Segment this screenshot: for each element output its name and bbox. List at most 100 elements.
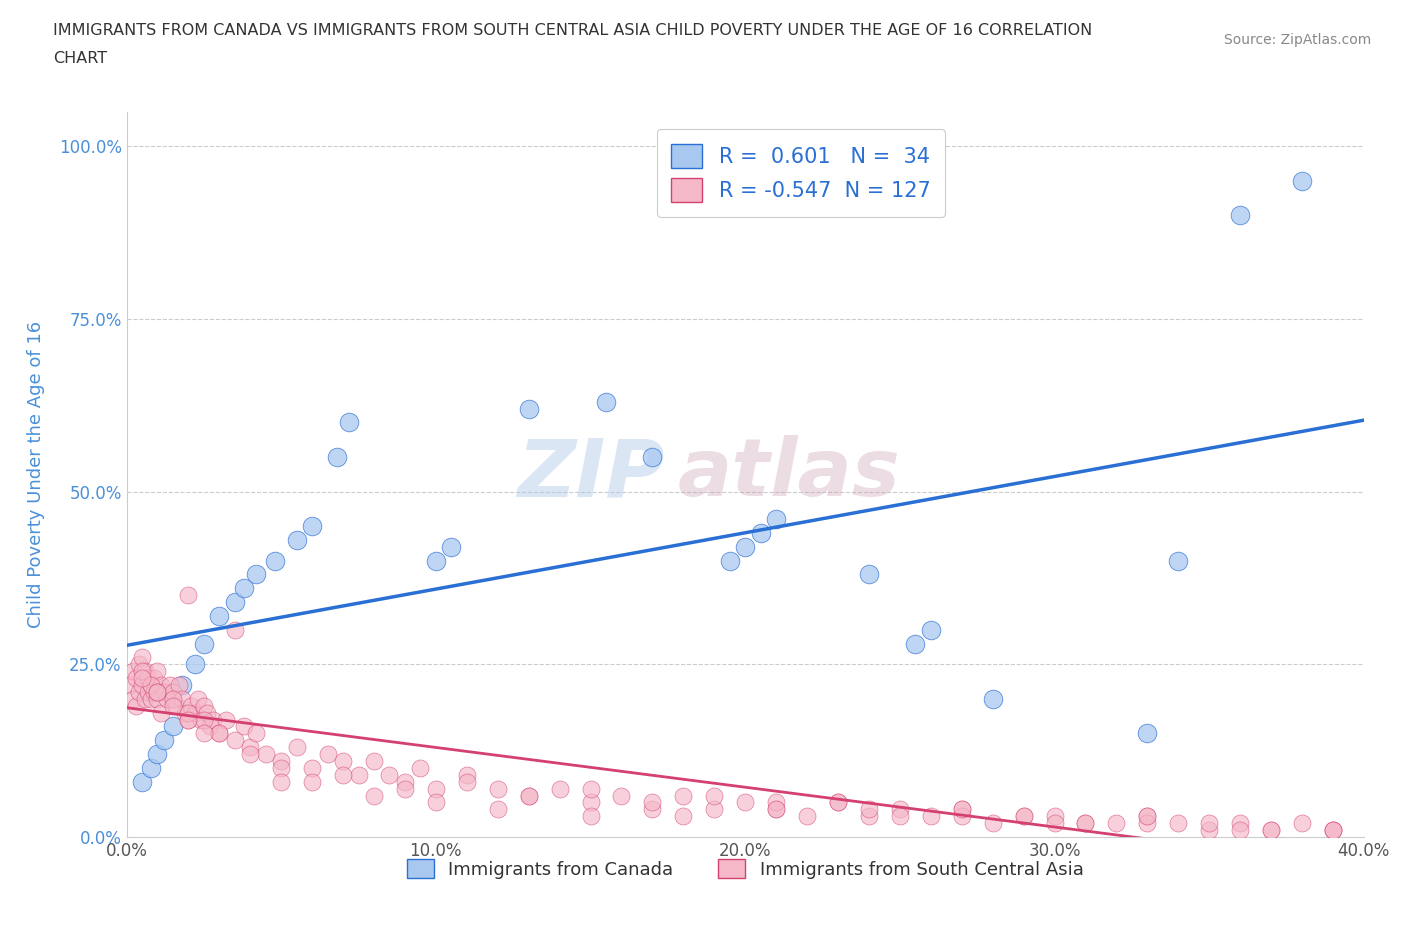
Point <box>183 705 205 720</box>
Point <box>141 761 163 776</box>
Point <box>131 664 153 679</box>
Point <box>1322 823 1344 838</box>
Text: IMMIGRANTS FROM CANADA VS IMMIGRANTS FROM SOUTH CENTRAL ASIA CHILD POVERTY UNDER: IMMIGRANTS FROM CANADA VS IMMIGRANTS FRO… <box>53 23 1092 38</box>
Point <box>118 678 141 693</box>
Point <box>1291 173 1313 188</box>
Point <box>517 788 540 803</box>
Point <box>1229 207 1251 222</box>
Point <box>1291 816 1313 830</box>
Point <box>224 594 246 609</box>
Point <box>734 795 756 810</box>
Point <box>326 449 349 464</box>
Point <box>765 512 787 526</box>
Point <box>152 733 174 748</box>
Point <box>1074 816 1097 830</box>
Point <box>394 781 416 796</box>
Point <box>198 719 221 734</box>
Point <box>301 761 323 776</box>
Point <box>1229 816 1251 830</box>
Point <box>301 519 323 534</box>
Point <box>889 809 911 824</box>
Point <box>136 684 159 699</box>
Point <box>378 767 401 782</box>
Point <box>152 684 174 699</box>
Legend: Immigrants from Canada, Immigrants from South Central Asia: Immigrants from Canada, Immigrants from … <box>399 852 1091 886</box>
Point <box>440 539 463 554</box>
Point <box>131 650 153 665</box>
Point <box>425 553 447 568</box>
Point <box>827 795 849 810</box>
Point <box>143 671 166 685</box>
Point <box>121 691 143 706</box>
Point <box>285 739 308 754</box>
Y-axis label: Child Poverty Under the Age of 16: Child Poverty Under the Age of 16 <box>27 321 45 628</box>
Point <box>641 802 664 817</box>
Point <box>193 726 215 741</box>
Point <box>239 747 262 762</box>
Point <box>131 671 153 685</box>
Point <box>156 691 179 706</box>
Point <box>456 775 478 790</box>
Point <box>208 726 231 741</box>
Point <box>131 678 153 693</box>
Point <box>141 678 163 693</box>
Point <box>146 684 169 699</box>
Point <box>128 684 150 699</box>
Point <box>827 795 849 810</box>
Point <box>1105 816 1128 830</box>
Point <box>136 671 159 685</box>
Point <box>162 698 184 713</box>
Point <box>703 788 725 803</box>
Point <box>202 712 225 727</box>
Point <box>162 719 184 734</box>
Point <box>672 809 695 824</box>
Point <box>190 712 212 727</box>
Point <box>134 664 156 679</box>
Point <box>409 761 432 776</box>
Point <box>641 795 664 810</box>
Point <box>1167 553 1189 568</box>
Point <box>177 712 200 727</box>
Point <box>904 636 927 651</box>
Point <box>149 705 172 720</box>
Point <box>610 788 633 803</box>
Point <box>332 753 354 768</box>
Point <box>889 802 911 817</box>
Point <box>1012 809 1035 824</box>
Point <box>174 705 197 720</box>
Point <box>950 802 973 817</box>
Point <box>765 802 787 817</box>
Point <box>456 767 478 782</box>
Point <box>394 775 416 790</box>
Point <box>301 775 323 790</box>
Point <box>1260 823 1282 838</box>
Point <box>517 788 540 803</box>
Point <box>195 705 218 720</box>
Point <box>1136 809 1159 824</box>
Point <box>193 712 215 727</box>
Point <box>579 795 602 810</box>
Point <box>233 719 256 734</box>
Point <box>1260 823 1282 838</box>
Point <box>1322 823 1344 838</box>
Point <box>264 553 287 568</box>
Point <box>425 795 447 810</box>
Point <box>363 753 385 768</box>
Point <box>579 809 602 824</box>
Text: CHART: CHART <box>53 51 107 66</box>
Point <box>146 691 169 706</box>
Point <box>363 788 385 803</box>
Point <box>1167 816 1189 830</box>
Point <box>183 657 205 671</box>
Point <box>165 698 187 713</box>
Point <box>1322 823 1344 838</box>
Point <box>858 567 880 582</box>
Point <box>858 802 880 817</box>
Point <box>141 678 163 693</box>
Point <box>1229 823 1251 838</box>
Point <box>641 449 664 464</box>
Point <box>233 581 256 596</box>
Point <box>125 671 148 685</box>
Point <box>1136 809 1159 824</box>
Point <box>270 761 292 776</box>
